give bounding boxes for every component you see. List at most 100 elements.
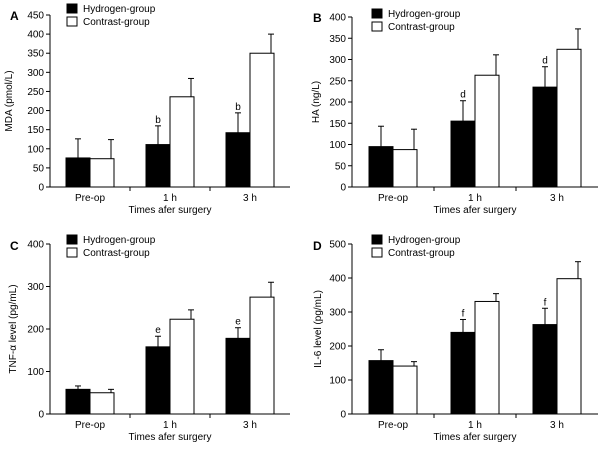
- y-axis-title: HA (ng/L): [311, 81, 322, 123]
- significance-label: d: [542, 56, 548, 67]
- bar-contrast: [89, 158, 115, 188]
- y-tick-label: 300: [27, 282, 44, 293]
- significance-label: d: [460, 90, 466, 101]
- bar-contrast: [249, 52, 275, 188]
- significance-label: e: [155, 325, 161, 336]
- legend-swatch-hydrogen: [371, 234, 383, 245]
- bar-hydrogen: [450, 120, 476, 188]
- bar-contrast: [474, 74, 500, 188]
- x-tick-label: Pre-op: [378, 420, 408, 431]
- y-axis-title: MDA (pmol/L): [4, 70, 15, 131]
- bar-hydrogen: [532, 86, 558, 188]
- y-tick-label: 250: [27, 87, 44, 98]
- bar-hydrogen: [450, 331, 476, 415]
- y-tick-label: 100: [27, 367, 44, 378]
- bar-contrast: [392, 365, 418, 415]
- y-tick-label: 50: [33, 163, 45, 174]
- significance-label: b: [235, 102, 241, 113]
- x-tick-label: 3 h: [243, 193, 257, 204]
- x-axis-title: Times afer surgery: [129, 205, 212, 216]
- chart-panel-b: B 0 50 100 150 200 250 300 350 400 HA (ng/L) Pre-op…: [311, 8, 598, 216]
- bar-hydrogen: [145, 346, 171, 415]
- legend-swatch-contrast: [371, 21, 383, 32]
- legend-label: Contrast-group: [388, 22, 455, 33]
- x-tick-label: 1 h: [163, 420, 177, 431]
- legend-swatch-contrast: [66, 16, 78, 27]
- y-axis-title: IL-6 level (pg/mL): [313, 290, 324, 368]
- y-tick-label: 200: [329, 342, 346, 353]
- y-tick-label: 450: [27, 11, 44, 22]
- legend-swatch-contrast: [371, 247, 383, 258]
- legend-label: Hydrogen-group: [83, 235, 156, 246]
- y-tick-label: 300: [329, 308, 346, 319]
- bar-hydrogen: [225, 132, 251, 188]
- bar-contrast: [556, 278, 582, 415]
- legend-swatch-hydrogen: [66, 234, 78, 245]
- panel-label: B: [313, 11, 322, 25]
- x-axis-title: Times afer surgery: [434, 432, 517, 443]
- legend-label: Contrast-group: [83, 17, 150, 28]
- bar-hydrogen: [368, 146, 394, 188]
- y-tick-label: 350: [329, 34, 346, 45]
- x-tick-label: Pre-op: [378, 193, 408, 204]
- y-axis-title: TNF-α level (pg/mL): [8, 284, 19, 373]
- significance-label: f: [544, 297, 547, 308]
- significance-label: e: [235, 317, 241, 328]
- x-tick-label: 1 h: [468, 193, 482, 204]
- y-tick-label: 100: [329, 376, 346, 387]
- x-axis-title: Times afer surgery: [434, 205, 517, 216]
- chart-panel-a: A 0 50 100 150 200 250 300 350 400 450 MDA (pmol/L)…: [4, 3, 290, 216]
- y-tick-label: 350: [27, 49, 44, 60]
- y-tick-label: 400: [329, 13, 346, 24]
- y-tick-label: 0: [38, 183, 44, 194]
- x-tick-label: Pre-op: [75, 193, 105, 204]
- y-tick-label: 150: [27, 125, 44, 136]
- legend-label: Contrast-group: [83, 248, 150, 259]
- bar-hydrogen: [368, 360, 394, 415]
- chart-panel-c: C 0 100 200 300 400 TNF-α level (pg/mL) Pre-op 1…: [8, 234, 290, 443]
- legend-label: Hydrogen-group: [388, 9, 461, 20]
- legend-swatch-hydrogen: [371, 8, 383, 19]
- bar-contrast: [169, 318, 195, 415]
- significance-label: f: [462, 308, 465, 319]
- x-axis-title: Times afer surgery: [129, 432, 212, 443]
- y-tick-label: 200: [329, 98, 346, 109]
- panel-label: A: [10, 9, 19, 23]
- legend-label: Hydrogen-group: [388, 235, 461, 246]
- legend-label: Contrast-group: [388, 248, 455, 259]
- y-tick-label: 400: [27, 30, 44, 41]
- y-tick-label: 0: [340, 410, 346, 421]
- y-tick-label: 300: [329, 55, 346, 66]
- legend-swatch-hydrogen: [66, 3, 78, 14]
- bar-hydrogen: [145, 144, 171, 188]
- panel-label: C: [10, 239, 19, 253]
- y-tick-label: 400: [27, 240, 44, 251]
- bar-contrast: [556, 48, 582, 188]
- x-tick-label: Pre-op: [75, 420, 105, 431]
- significance-label: b: [155, 115, 161, 126]
- y-tick-label: 0: [340, 183, 346, 194]
- bar-contrast: [169, 96, 195, 188]
- x-tick-label: 3 h: [550, 420, 564, 431]
- y-tick-label: 200: [27, 106, 44, 117]
- y-tick-label: 400: [329, 274, 346, 285]
- panel-label: D: [313, 239, 322, 253]
- y-tick-label: 250: [329, 76, 346, 87]
- bar-contrast: [474, 300, 500, 415]
- y-tick-label: 150: [329, 119, 346, 130]
- y-tick-label: 0: [38, 410, 44, 421]
- y-tick-label: 100: [329, 140, 346, 151]
- y-tick-label: 50: [335, 161, 347, 172]
- legend-swatch-contrast: [66, 247, 78, 258]
- bar-hydrogen: [65, 157, 91, 188]
- y-tick-label: 100: [27, 144, 44, 155]
- x-tick-label: 1 h: [468, 420, 482, 431]
- y-tick-label: 500: [329, 240, 346, 251]
- bar-hydrogen: [225, 337, 251, 415]
- bar-contrast: [89, 392, 115, 415]
- chart-panel-d: D 0 100 200 300 400 500 IL-6 level (pg/mL) Pre-o…: [313, 234, 598, 443]
- bar-contrast: [249, 296, 275, 415]
- x-tick-label: 3 h: [550, 193, 564, 204]
- y-tick-label: 200: [27, 325, 44, 336]
